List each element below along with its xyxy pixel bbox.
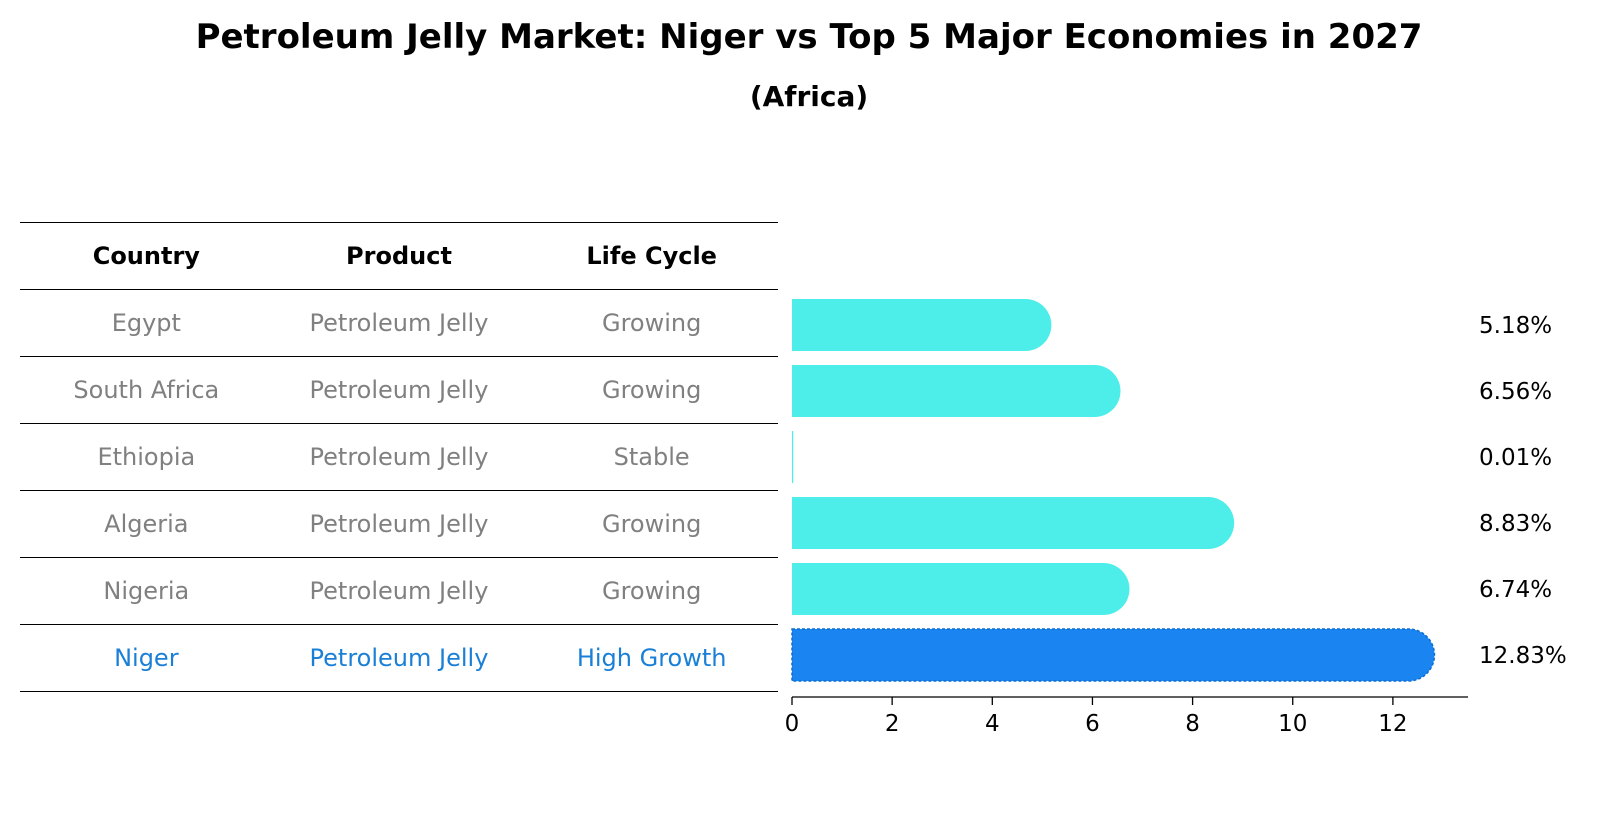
table-row: Egypt Petroleum Jelly Growing [20, 289, 778, 357]
chart-subtitle: (Africa) [749, 80, 869, 113]
bar-egypt [792, 299, 1052, 351]
life-cycle-cell: Growing [525, 557, 778, 625]
data-label: 6.56% [1479, 379, 1552, 405]
x-tick-label: 10 [1278, 711, 1307, 737]
column-header-product: Product [272, 222, 526, 290]
chart-title: Petroleum Jelly Market: Niger vs Top 5 M… [195, 17, 1423, 57]
product-cell: Petroleum Jelly [272, 423, 526, 491]
bar-nigeria [792, 563, 1130, 615]
data-label: 0.01% [1479, 445, 1552, 471]
x-tick-label: 12 [1378, 711, 1407, 737]
x-tick-label: 8 [1185, 711, 1200, 737]
lifecycle-table: Country Product Life Cycle Egypt Petrole… [20, 222, 778, 692]
table-row-highlighted: Niger Petroleum Jelly High Growth [20, 624, 778, 692]
data-label: 12.83% [1479, 643, 1567, 669]
country-cell: Egypt [20, 289, 273, 357]
country-cell: Ethiopia [20, 423, 273, 491]
life-cycle-cell: Growing [525, 490, 778, 558]
bar-ethiopia [792, 431, 794, 483]
product-cell: Petroleum Jelly [272, 624, 526, 692]
data-label: 5.18% [1479, 313, 1552, 339]
x-tick-label: 2 [885, 711, 900, 737]
product-cell: Petroleum Jelly [272, 289, 526, 357]
table-row: Nigeria Petroleum Jelly Growing [20, 557, 778, 625]
product-cell: Petroleum Jelly [272, 490, 526, 558]
life-cycle-cell: Growing [525, 289, 778, 357]
product-cell: Petroleum Jelly [272, 557, 526, 625]
data-label: 6.74% [1479, 577, 1552, 603]
country-cell: South Africa [20, 356, 273, 424]
country-cell: Algeria [20, 490, 273, 558]
product-cell: Petroleum Jelly [272, 356, 526, 424]
table-row: Algeria Petroleum Jelly Growing [20, 490, 778, 558]
bar-niger [791, 628, 1436, 682]
column-header-country: Country [20, 222, 273, 290]
life-cycle-cell: High Growth [525, 624, 778, 692]
bar-algeria [792, 497, 1235, 549]
bar-south-africa [792, 365, 1121, 417]
country-cell: Niger [20, 624, 273, 692]
data-label: 8.83% [1479, 511, 1552, 537]
life-cycle-cell: Stable [525, 423, 778, 491]
x-tick-label: 6 [1085, 711, 1100, 737]
x-tick-label: 0 [785, 711, 800, 737]
table-row: Ethiopia Petroleum Jelly Stable [20, 423, 778, 491]
column-header-life-cycle: Life Cycle [525, 222, 778, 290]
table-header-row: Country Product Life Cycle [20, 222, 778, 290]
x-tick-label: 4 [985, 711, 1000, 737]
table-row: South Africa Petroleum Jelly Growing [20, 356, 778, 424]
country-cell: Nigeria [20, 557, 273, 625]
